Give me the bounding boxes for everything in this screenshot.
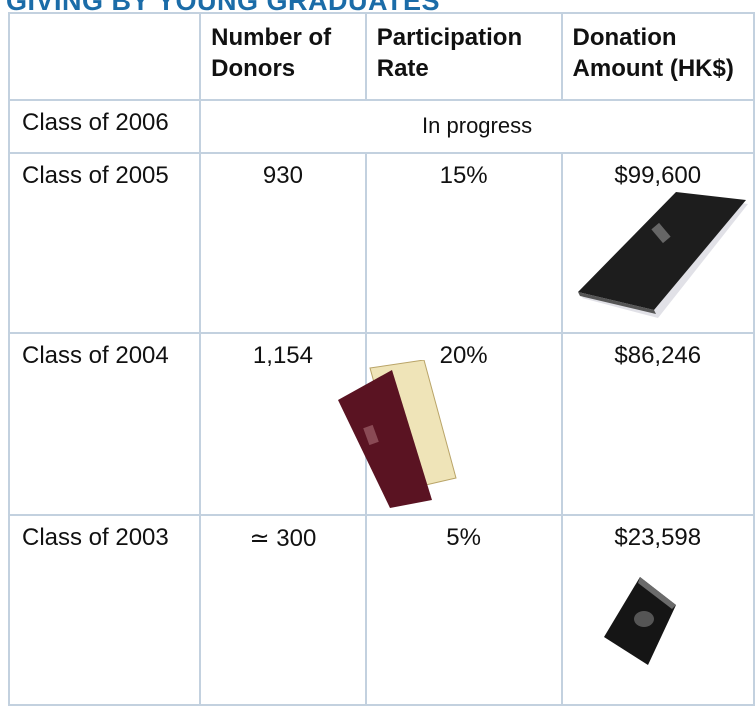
row: Class of 2006 In progress <box>7 99 755 154</box>
row-label: Class of 2003 <box>7 514 202 706</box>
cell: 930 <box>199 152 367 334</box>
row-label: Class of 2006 <box>7 99 202 154</box>
corner-cell <box>7 12 202 101</box>
row: Class of 2003 ≃ 300 5% $23,598 <box>7 514 755 706</box>
cell: In progress <box>199 99 755 154</box>
cell: 5% <box>364 514 563 706</box>
black-folder <box>578 192 748 318</box>
small-folder <box>604 577 676 665</box>
cell: $86,246 <box>560 332 755 516</box>
cell: ≃ 300 <box>199 514 367 706</box>
table: Number of Donors Participation Rate Dona… <box>7 12 755 706</box>
column-header: Number of Donors <box>199 12 367 101</box>
cell: 15% <box>364 152 563 334</box>
row-label: Class of 2004 <box>7 332 202 516</box>
header-row: Number of Donors Participation Rate Dona… <box>7 12 755 101</box>
maroon-folder <box>338 360 457 508</box>
column-header: Donation Amount (HK$) <box>560 12 755 101</box>
cell: 1,154 <box>199 332 367 516</box>
title: GIVING BY YOUNG GRADUATES <box>6 0 441 16</box>
row-label: Class of 2005 <box>7 152 202 334</box>
cell: $23,598 <box>560 514 755 706</box>
column-header: Participation Rate <box>364 12 563 101</box>
